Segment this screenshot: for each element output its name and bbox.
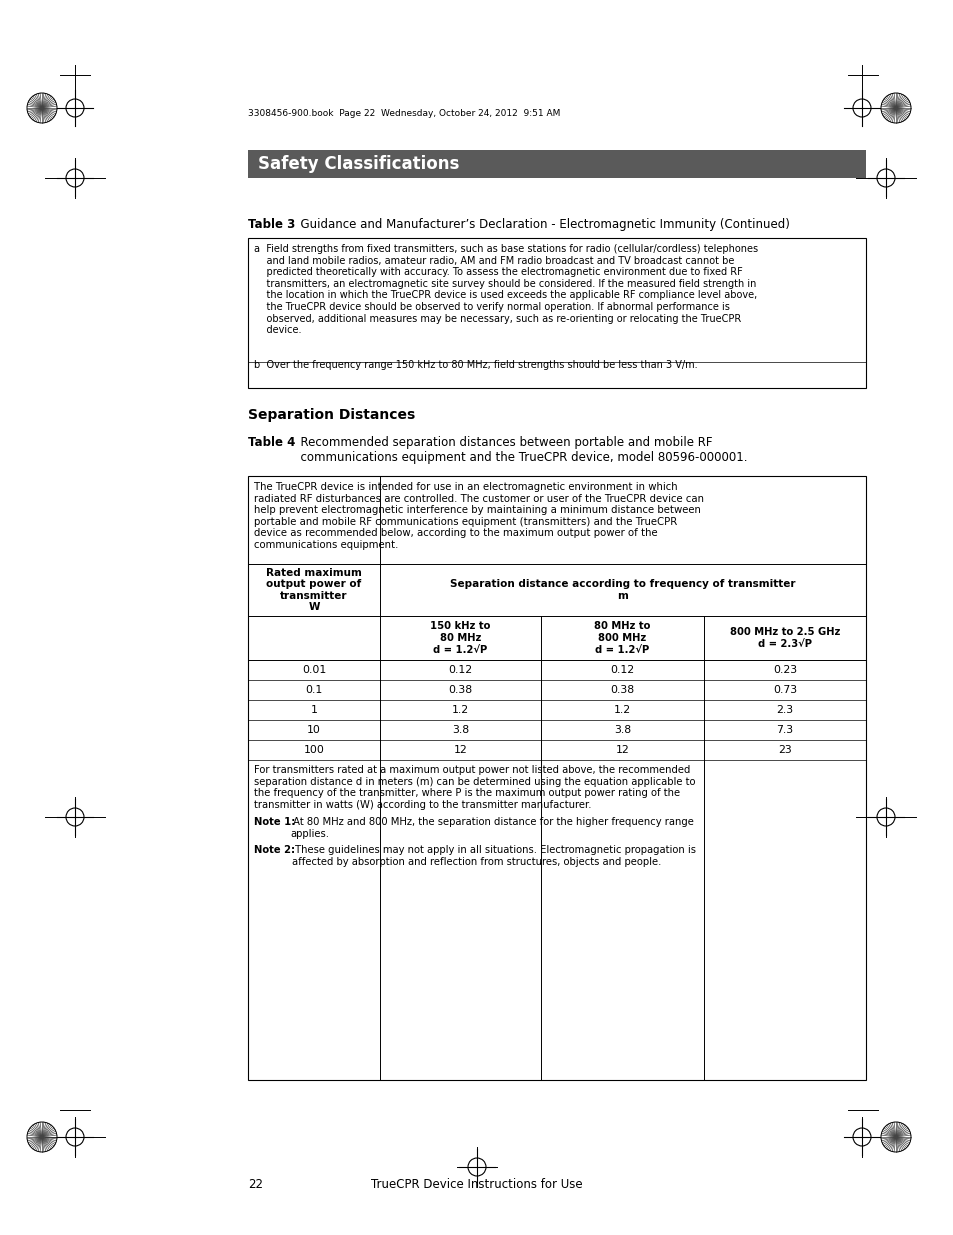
Text: 0.73: 0.73 xyxy=(772,685,796,695)
Text: Safety Classifications: Safety Classifications xyxy=(257,156,459,173)
Text: 0.1: 0.1 xyxy=(305,685,322,695)
Text: 7.3: 7.3 xyxy=(776,725,793,735)
Text: For transmitters rated at a maximum output power not listed above, the recommend: For transmitters rated at a maximum outp… xyxy=(253,764,695,810)
Text: At 80 MHz and 800 MHz, the separation distance for the higher frequency range
ap: At 80 MHz and 800 MHz, the separation di… xyxy=(290,818,693,839)
Text: 3.8: 3.8 xyxy=(614,725,630,735)
Bar xyxy=(248,238,865,388)
Text: TrueCPR Device Instructions for Use: TrueCPR Device Instructions for Use xyxy=(371,1178,582,1192)
Text: 0.38: 0.38 xyxy=(610,685,634,695)
Text: Separation Distances: Separation Distances xyxy=(248,408,415,422)
Text: 1.2: 1.2 xyxy=(614,705,630,715)
Text: 12: 12 xyxy=(453,745,467,755)
Text: 22: 22 xyxy=(248,1178,263,1192)
Text: 0.12: 0.12 xyxy=(610,664,634,676)
Text: 0.23: 0.23 xyxy=(772,664,796,676)
Text: 150 kHz to
80 MHz
d = 1.2√P: 150 kHz to 80 MHz d = 1.2√P xyxy=(430,621,490,655)
Text: Separation distance according to frequency of transmitter
m: Separation distance according to frequen… xyxy=(450,579,795,600)
Text: 800 MHz to 2.5 GHz
d = 2.3√P: 800 MHz to 2.5 GHz d = 2.3√P xyxy=(729,627,840,648)
Text: 100: 100 xyxy=(303,745,324,755)
Text: 3.8: 3.8 xyxy=(452,725,469,735)
Text: 0.12: 0.12 xyxy=(448,664,472,676)
Text: 1.2: 1.2 xyxy=(452,705,469,715)
Text: Table 3: Table 3 xyxy=(248,219,294,231)
Text: 0.38: 0.38 xyxy=(448,685,472,695)
Text: The TrueCPR device is intended for use in an electromagnetic environment in whic: The TrueCPR device is intended for use i… xyxy=(253,482,703,550)
Bar xyxy=(248,475,865,1079)
Text: 23: 23 xyxy=(778,745,791,755)
Text: Recommended separation distances between portable and mobile RF
  communications: Recommended separation distances between… xyxy=(293,436,747,464)
Text: 1: 1 xyxy=(311,705,317,715)
Text: Table 4: Table 4 xyxy=(248,436,295,450)
Text: These guidelines may not apply in all situations. Electromagnetic propagation is: These guidelines may not apply in all si… xyxy=(292,845,696,867)
Text: 10: 10 xyxy=(307,725,320,735)
Text: Note 1:: Note 1: xyxy=(253,818,295,827)
Text: 80 MHz to
800 MHz
d = 1.2√P: 80 MHz to 800 MHz d = 1.2√P xyxy=(594,621,650,655)
Text: 2.3: 2.3 xyxy=(776,705,793,715)
Text: Note 2:: Note 2: xyxy=(253,845,294,855)
Bar xyxy=(248,149,865,178)
Text: 0.01: 0.01 xyxy=(301,664,326,676)
Text: b  Over the frequency range 150 kHz to 80 MHz, field strengths should be less th: b Over the frequency range 150 kHz to 80… xyxy=(253,359,697,370)
Text: 3308456-900.book  Page 22  Wednesday, October 24, 2012  9:51 AM: 3308456-900.book Page 22 Wednesday, Octo… xyxy=(248,109,559,117)
Text: Guidance and Manufacturer’s Declaration - Electromagnetic Immunity (Continued): Guidance and Manufacturer’s Declaration … xyxy=(293,219,789,231)
Text: a  Field strengths from fixed transmitters, such as base stations for radio (cel: a Field strengths from fixed transmitter… xyxy=(253,245,758,335)
Text: 12: 12 xyxy=(615,745,629,755)
Text: Rated maximum
output power of
transmitter
W: Rated maximum output power of transmitte… xyxy=(266,568,361,613)
